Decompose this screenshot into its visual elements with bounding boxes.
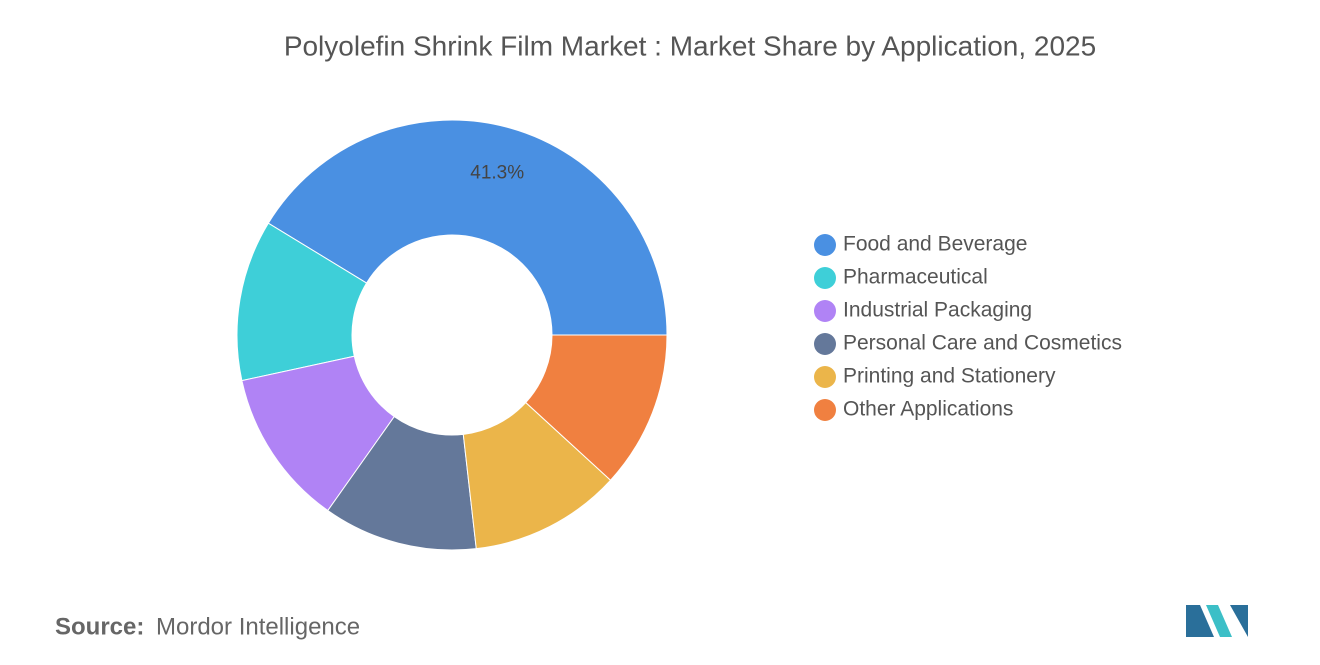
legend-label: Food and Beverage [843,233,1027,256]
legend-swatch [814,399,836,421]
source-label: Source: [55,613,144,640]
legend-swatch [814,333,836,355]
data-label: 41.3% [470,163,524,184]
legend-label: Pharmaceutical [843,266,988,289]
source: Mordor Intelligence [156,613,360,640]
legend-label: Other Applications [843,398,1013,421]
slice [267,119,668,336]
slice [241,355,395,512]
legend-label: Industrial Packaging [843,299,1032,322]
slice [525,334,668,481]
legend-swatch [814,300,836,322]
logo [1186,605,1248,637]
legend-label: Printing and Stationery [843,365,1056,388]
legend-swatch [814,366,836,388]
legend-swatch [814,234,836,256]
legend-label: Personal Care and Cosmetics [843,332,1122,355]
legend-swatch [814,267,836,289]
chart-title: Polyolefin Shrink Film Market : Market S… [284,30,1096,61]
